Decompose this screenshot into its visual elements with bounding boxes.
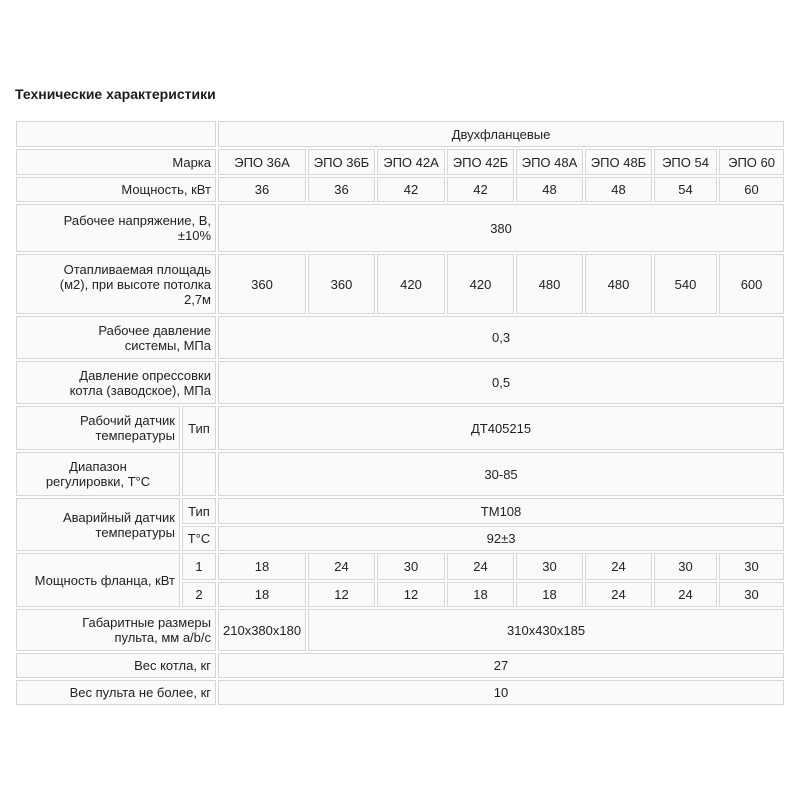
emergency-sensor-temp-row: Т°С 92±3 — [16, 526, 785, 551]
emergency-sensor-temp-label-cell: Т°С — [182, 526, 216, 551]
emergency-sensor-temp-value-cell: 92±3 — [218, 526, 785, 551]
area-value-cell: 600 — [719, 254, 785, 314]
area-value-cell: 360 — [218, 254, 306, 314]
flange-power-row-2: 2 18 12 12 18 18 24 24 30 — [16, 582, 785, 607]
flange-2-value-cell: 24 — [654, 582, 717, 607]
flange-2-value-cell: 18 — [516, 582, 583, 607]
test-pressure-row: Давление опрессовки котла (заводское), М… — [16, 361, 785, 404]
regulation-range-row: Диапазон регулировки, Т°С 30-85 — [16, 452, 785, 496]
group-header-row: Двухфланцевые — [16, 121, 785, 147]
flange-2-value-cell: 24 — [585, 582, 652, 607]
test-pressure-value-cell: 0,5 — [218, 361, 785, 404]
flange-power-row-1: Мощность фланца, кВт 1 18 24 30 24 30 24… — [16, 553, 785, 607]
area-value-cell: 480 — [516, 254, 583, 314]
working-pressure-row: Рабочее давление системы, МПа 0,3 — [16, 316, 785, 359]
model-header-cell: ЭПО 48Б — [585, 149, 652, 175]
power-value-cell: 36 — [308, 177, 375, 202]
emergency-sensor-label-cell: Аварийный датчик температуры — [16, 498, 180, 551]
boiler-weight-label-cell: Вес котла, кг — [16, 653, 216, 678]
working-sensor-label-cell: Рабочий датчик температуры — [16, 406, 180, 450]
flange-2-value-cell: 18 — [218, 582, 306, 607]
area-label-cell: Отапливаемая площадь (м2), при высоте по… — [16, 254, 216, 314]
power-value-cell: 36 — [218, 177, 306, 202]
flange-2-label-cell: 2 — [182, 582, 216, 607]
flange-1-label-cell: 1 — [182, 553, 216, 580]
flange-2-value-cell: 12 — [308, 582, 375, 607]
regulation-range-value-cell: 30-85 — [218, 452, 785, 496]
specs-table: Двухфланцевые Марка ЭПО 36А ЭПО 36Б ЭПО … — [14, 119, 786, 707]
voltage-label-cell: Рабочее напряжение, В, ±10% — [16, 204, 216, 252]
emergency-sensor-type-value-cell: ТМ108 — [218, 498, 785, 524]
boiler-weight-value-cell: 27 — [218, 653, 785, 678]
power-label-cell: Мощность, кВт — [16, 177, 216, 202]
power-row: Мощность, кВт 36 36 42 42 48 48 54 60 — [16, 177, 785, 202]
flange-1-value-cell: 18 — [218, 553, 306, 580]
model-header-cell: ЭПО 36Б — [308, 149, 375, 175]
emergency-sensor-type-label-cell: Тип — [182, 498, 216, 524]
working-sensor-type-label-cell: Тип — [182, 406, 216, 450]
flange-1-value-cell: 24 — [585, 553, 652, 580]
working-sensor-row: Рабочий датчик температуры Тип ДТ405215 — [16, 406, 785, 450]
empty-subcell — [182, 452, 216, 496]
panel-dimensions-first-value-cell: 210x380x180 — [218, 609, 306, 651]
working-pressure-label-cell: Рабочее давление системы, МПа — [16, 316, 216, 359]
model-header-cell: ЭПО 54 — [654, 149, 717, 175]
panel-dimensions-rest-value-cell: 310x430x185 — [308, 609, 785, 651]
flange-1-value-cell: 30 — [516, 553, 583, 580]
voltage-value-cell: 380 — [218, 204, 785, 252]
area-value-cell: 420 — [377, 254, 445, 314]
voltage-row: Рабочее напряжение, В, ±10% 380 — [16, 204, 785, 252]
flange-1-value-cell: 30 — [719, 553, 785, 580]
power-value-cell: 42 — [377, 177, 445, 202]
panel-weight-label-cell: Вес пульта не более, кг — [16, 680, 216, 705]
heated-area-row: Отапливаемая площадь (м2), при высоте по… — [16, 254, 785, 314]
regulation-range-label-cell: Диапазон регулировки, Т°С — [16, 452, 180, 496]
power-value-cell: 48 — [585, 177, 652, 202]
flange-power-label-cell: Мощность фланца, кВт — [16, 553, 180, 607]
group-header-cell: Двухфланцевые — [218, 121, 785, 147]
boiler-weight-row: Вес котла, кг 27 — [16, 653, 785, 678]
panel-dimensions-label-cell: Габаритные размеры пульта, мм a/b/c — [16, 609, 216, 651]
panel-weight-value-cell: 10 — [218, 680, 785, 705]
panel-dimensions-row: Габаритные размеры пульта, мм a/b/c 210x… — [16, 609, 785, 651]
model-header-cell: ЭПО 36А — [218, 149, 306, 175]
flange-1-value-cell: 24 — [447, 553, 514, 580]
marka-label-cell: Марка — [16, 149, 216, 175]
model-header-cell: ЭПО 60 — [719, 149, 785, 175]
flange-1-value-cell: 30 — [654, 553, 717, 580]
area-value-cell: 360 — [308, 254, 375, 314]
flange-2-value-cell: 12 — [377, 582, 445, 607]
working-pressure-value-cell: 0,3 — [218, 316, 785, 359]
power-value-cell: 54 — [654, 177, 717, 202]
power-value-cell: 60 — [719, 177, 785, 202]
working-sensor-value-cell: ДТ405215 — [218, 406, 785, 450]
power-value-cell: 42 — [447, 177, 514, 202]
flange-2-value-cell: 18 — [447, 582, 514, 607]
model-header-row: Марка ЭПО 36А ЭПО 36Б ЭПО 42А ЭПО 42Б ЭП… — [16, 149, 785, 175]
flange-1-value-cell: 24 — [308, 553, 375, 580]
flange-2-value-cell: 30 — [719, 582, 785, 607]
power-value-cell: 48 — [516, 177, 583, 202]
area-value-cell: 420 — [447, 254, 514, 314]
area-value-cell: 480 — [585, 254, 652, 314]
page-title: Технические характеристики — [15, 86, 216, 102]
model-header-cell: ЭПО 42Б — [447, 149, 514, 175]
emergency-sensor-type-row: Аварийный датчик температуры Тип ТМ108 — [16, 498, 785, 551]
panel-weight-row: Вес пульта не более, кг 10 — [16, 680, 785, 705]
flange-1-value-cell: 30 — [377, 553, 445, 580]
model-header-cell: ЭПО 42А — [377, 149, 445, 175]
test-pressure-label-cell: Давление опрессовки котла (заводское), М… — [16, 361, 216, 404]
model-header-cell: ЭПО 48А — [516, 149, 583, 175]
empty-corner-cell — [16, 121, 216, 147]
area-value-cell: 540 — [654, 254, 717, 314]
